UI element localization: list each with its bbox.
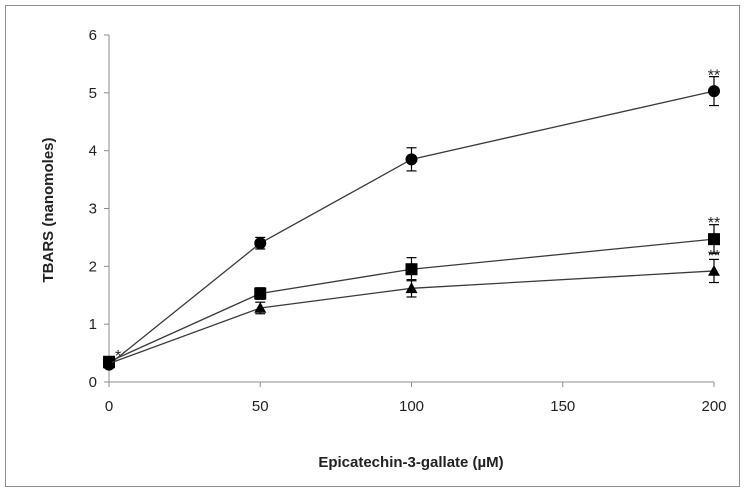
significance-annotation: ** bbox=[708, 67, 720, 84]
y-tick-label: 1 bbox=[89, 316, 97, 333]
data-point bbox=[254, 287, 267, 300]
data-point bbox=[254, 237, 267, 250]
y-axis-label: TBARS (nanomoles) bbox=[40, 137, 57, 282]
axes: 0 1 2 3 4 5 6 0 50 100 150 200 bbox=[89, 27, 727, 415]
data-point bbox=[254, 301, 267, 313]
chart-frame bbox=[5, 5, 740, 487]
data-point bbox=[405, 282, 418, 294]
y-tick-label: 2 bbox=[89, 258, 97, 275]
significance-annotation: * bbox=[115, 348, 121, 365]
series-line bbox=[108, 238, 715, 363]
x-tick-label: 200 bbox=[701, 398, 726, 415]
series-layer bbox=[103, 76, 720, 371]
x-tick-label: 150 bbox=[550, 398, 575, 415]
series-line bbox=[108, 270, 715, 365]
data-point bbox=[708, 85, 720, 98]
series-line bbox=[108, 90, 715, 366]
data-point bbox=[708, 233, 720, 246]
data-point bbox=[405, 263, 418, 276]
data-point bbox=[103, 357, 115, 369]
y-tick-label: 4 bbox=[89, 143, 97, 160]
y-tick-label: 5 bbox=[89, 85, 97, 102]
y-tick-label: 3 bbox=[89, 201, 97, 218]
series-square bbox=[103, 224, 720, 368]
y-tick-label: 0 bbox=[89, 374, 97, 391]
series-triangle bbox=[103, 258, 720, 369]
significance-annotation: ** bbox=[708, 215, 720, 232]
y-tick-label: 6 bbox=[89, 27, 97, 44]
annotation-layer: ******* bbox=[115, 67, 720, 364]
data-point bbox=[708, 264, 720, 276]
data-point bbox=[405, 153, 418, 166]
x-tick-label: 50 bbox=[252, 398, 269, 415]
x-tick-label: 0 bbox=[105, 398, 113, 415]
x-tick-label: 100 bbox=[399, 398, 424, 415]
significance-annotation: ** bbox=[708, 248, 720, 265]
series-circle bbox=[103, 76, 720, 371]
x-axis-label: Epicatechin-3-gallate (µM) bbox=[318, 454, 503, 471]
